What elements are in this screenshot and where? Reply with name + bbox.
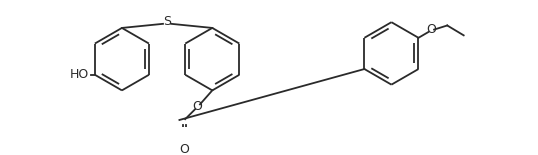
Text: S: S [163, 15, 171, 28]
Text: O: O [193, 100, 202, 113]
Text: O: O [426, 23, 436, 36]
Text: O: O [180, 143, 189, 155]
Text: HO: HO [70, 68, 89, 81]
